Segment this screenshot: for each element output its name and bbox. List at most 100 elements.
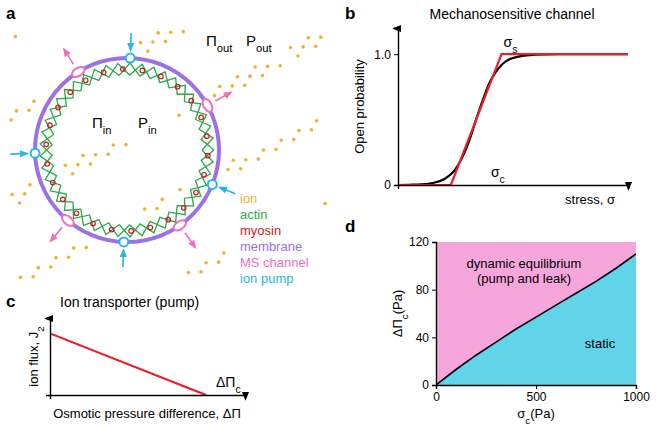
ion (239, 167, 243, 171)
y-axis-tick-label: 120 (409, 235, 429, 249)
region-label: dynamic equilibrium (467, 256, 582, 271)
myosin (60, 197, 65, 202)
ion (278, 64, 282, 68)
boundary-line (436, 254, 636, 385)
line (50, 333, 206, 395)
leak-arrow (51, 227, 63, 241)
y-axis-tick-mark (394, 54, 398, 55)
region-label: (pump and leak) (477, 271, 571, 286)
myosin (56, 105, 61, 110)
leak-arrow (64, 49, 74, 64)
ms-channel (201, 97, 215, 113)
y-axis-tick-mark (432, 242, 436, 243)
myosin (148, 225, 153, 230)
ms-channel (60, 213, 76, 228)
legend-entry: ion pump (240, 271, 293, 286)
x-axis-tick-mark (536, 385, 537, 389)
myosin (202, 173, 207, 178)
title: Mechanosensitive channel (430, 6, 595, 22)
ion (319, 35, 323, 39)
ion-pump (119, 237, 128, 246)
x-axis-tick-label: 1000 (623, 390, 650, 404)
annotation: σc (491, 164, 505, 185)
y-axis: 01.0 (374, 29, 398, 193)
ion (72, 246, 76, 250)
ion-pump (208, 180, 217, 189)
ion (164, 40, 168, 44)
x-axis (51, 396, 246, 400)
y-axis-title: ΔΠc(Pa) (390, 290, 410, 338)
ion (23, 192, 27, 196)
label: Pin (138, 114, 157, 136)
x-axis-title: σc(Pa) (517, 406, 554, 426)
y-axis-tick-label: 0 (384, 178, 391, 192)
y-axis-tick: 40 (416, 331, 436, 345)
ion (226, 168, 230, 172)
ion (10, 193, 14, 197)
y-axis-tick-label: 40 (416, 331, 430, 345)
actin (40, 63, 214, 236)
ion (181, 30, 185, 34)
myosin (140, 68, 145, 73)
ion (296, 54, 300, 58)
x-axis: 05001000 (433, 385, 650, 404)
ion (31, 275, 35, 279)
region-label: static (585, 336, 616, 351)
annotation: σs (504, 34, 518, 55)
myosin (206, 153, 211, 158)
label: Πin (92, 114, 112, 136)
legend-entry: membrane (240, 239, 302, 254)
ion (143, 207, 147, 211)
myosin (194, 190, 199, 195)
panel-c: cIon transporter (pump)Osmotic pressure … (6, 292, 246, 421)
myosin (74, 211, 79, 216)
ion (231, 159, 235, 163)
panel-letter: d (345, 217, 355, 236)
panel-letter: b (345, 4, 355, 23)
ion (151, 40, 155, 44)
y-axis-tick-label: 0 (422, 378, 429, 392)
region-above (436, 242, 636, 385)
ion (306, 36, 310, 40)
line (398, 54, 628, 185)
ion (266, 65, 270, 69)
ion (156, 31, 160, 35)
legend-entry: ion (240, 191, 257, 206)
ion (253, 65, 257, 69)
x-axis-tick-label: 500 (526, 390, 546, 404)
panel-letter: c (6, 292, 15, 311)
ion (213, 94, 217, 98)
pump-arrow (220, 187, 236, 193)
line (398, 54, 628, 185)
x-axis (399, 186, 629, 190)
title: Ion transporter (pump) (60, 294, 199, 310)
ion (292, 138, 296, 142)
myosin (101, 70, 106, 75)
y-axis-tick-mark (394, 185, 398, 186)
ion (9, 118, 13, 122)
ion (315, 119, 319, 123)
ion (36, 266, 40, 270)
ion (230, 84, 234, 88)
ion (49, 265, 53, 269)
ion (310, 128, 314, 132)
ion (161, 198, 165, 202)
ion (71, 172, 75, 176)
ion (199, 270, 203, 274)
ion (323, 202, 327, 206)
y-axis-line (394, 29, 399, 186)
ion (218, 85, 222, 89)
ion (54, 256, 58, 260)
myosin (48, 123, 53, 128)
y-axis-title: ion flux, J2 (26, 326, 46, 386)
ion (178, 188, 182, 192)
y-axis-tick: 120 (409, 235, 436, 249)
myosin (205, 134, 210, 139)
ion (177, 113, 181, 117)
myosin (121, 67, 126, 72)
myosin (83, 78, 88, 83)
y-axis-tick-mark (432, 337, 436, 338)
myosin (109, 227, 114, 232)
ion (76, 163, 80, 167)
ion (27, 109, 31, 113)
